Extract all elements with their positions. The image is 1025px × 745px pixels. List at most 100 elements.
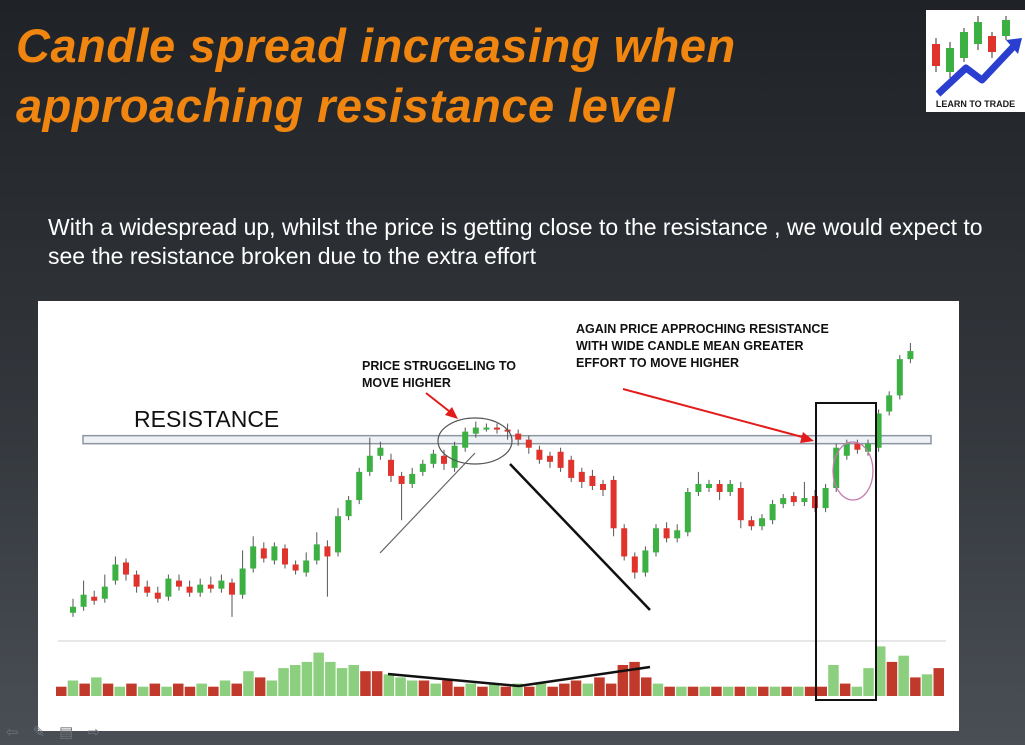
volume-bar	[254, 677, 266, 696]
logo-label: LEARN TO TRADE	[935, 99, 1016, 109]
volume-bar	[734, 686, 746, 696]
candle-body	[801, 498, 808, 503]
candle-body	[631, 556, 638, 573]
volume-bar	[594, 677, 605, 696]
volume-rising-line	[518, 665, 651, 688]
volume-bar	[231, 683, 242, 696]
volume-bar	[91, 677, 102, 696]
volume-bar	[418, 680, 430, 696]
volume-bar	[910, 677, 921, 696]
candle-body	[780, 498, 787, 505]
back-arrow-icon[interactable]: ⇦	[6, 724, 19, 741]
volume-bar	[863, 668, 874, 696]
volume-bar	[243, 671, 254, 696]
volume-bar	[629, 661, 640, 696]
candle-body	[388, 459, 394, 476]
candle-body	[292, 564, 299, 571]
candle-body	[854, 443, 861, 450]
volume-bar	[816, 686, 827, 696]
candle-body	[165, 578, 172, 597]
volume-bar	[301, 661, 313, 696]
candle-body	[313, 544, 320, 561]
volume-bar	[582, 683, 593, 696]
menu-icon[interactable]: ▤	[59, 724, 74, 741]
volume-bar	[266, 680, 278, 696]
rising-trend-line	[379, 452, 476, 554]
candle-body	[610, 479, 617, 529]
volume-bar	[56, 686, 67, 696]
candle-body	[684, 492, 691, 533]
candle-body	[186, 586, 193, 593]
volume-bar	[313, 652, 324, 696]
volume-bar	[793, 686, 804, 696]
candle-body	[80, 594, 87, 607]
candle-body	[536, 449, 543, 460]
candle-body	[218, 580, 225, 589]
volume-bar	[652, 683, 664, 696]
volume-bar	[161, 686, 172, 696]
volume-bar	[371, 671, 383, 696]
candle-body	[907, 351, 914, 360]
volume-bar	[839, 683, 851, 696]
candle-body	[737, 487, 744, 521]
candle-body	[547, 455, 553, 462]
candle-body	[154, 592, 161, 599]
volume-bar	[722, 686, 734, 696]
candle-body	[324, 546, 331, 557]
arrow-2-head	[800, 432, 814, 443]
volume-bar	[336, 668, 348, 696]
candle-body	[451, 445, 458, 468]
volume-bar	[430, 683, 441, 696]
struggle-ellipse	[437, 417, 513, 465]
volume-bar	[348, 665, 359, 696]
volume-bar	[781, 686, 792, 696]
candle-body	[197, 584, 204, 593]
arrow-1-head	[445, 407, 458, 419]
candle-body	[875, 413, 882, 448]
volume-bar	[278, 668, 289, 696]
falling-trend-line	[509, 463, 651, 611]
volume-bar	[851, 686, 863, 696]
candle-body	[642, 550, 649, 573]
candle-body	[91, 596, 98, 601]
candle-body	[207, 584, 214, 589]
volume-bar	[126, 683, 137, 696]
candle-body	[112, 564, 119, 581]
volume-bar	[898, 655, 909, 696]
volume-bar	[137, 686, 149, 696]
candle-body	[229, 582, 235, 595]
volume-bar	[149, 683, 161, 696]
volume-bar	[769, 686, 781, 696]
candlestick-chart: RESISTANCE PRICE STRUGGELING TO MOVE HIG…	[38, 301, 959, 731]
candle-body	[419, 463, 426, 472]
candlestick-arrow-logo-icon	[932, 16, 1022, 97]
pen-icon[interactable]: ✎	[32, 724, 46, 741]
forward-arrow-icon[interactable]: ⇨	[87, 724, 100, 741]
breakout-circle	[832, 441, 874, 501]
candle-body	[790, 496, 797, 503]
volume-bar	[290, 665, 301, 696]
candle-body	[462, 431, 469, 448]
candle-body	[695, 483, 702, 493]
volume-bar	[383, 674, 395, 696]
candle-body	[716, 483, 723, 493]
volume-bar	[617, 665, 629, 696]
volume-bar	[512, 683, 523, 696]
candle-body	[441, 455, 447, 464]
volume-bar	[699, 686, 710, 696]
candle-body	[653, 528, 659, 553]
slide-title: Candle spread increasing when approachin…	[16, 19, 736, 132]
volume-bar	[173, 683, 184, 696]
candle-body	[409, 473, 416, 484]
volume-bar	[325, 661, 336, 696]
candle-body	[366, 455, 373, 472]
volume-bar	[758, 686, 769, 696]
volume-bar	[488, 683, 500, 696]
volume-bar	[687, 686, 699, 696]
candle-body	[271, 546, 278, 561]
volume-bar	[360, 671, 371, 696]
candle-body	[674, 530, 681, 539]
resistance-line	[82, 434, 932, 445]
learn-to-trade-logo: LEARN TO TRADE	[926, 10, 1025, 112]
candle-body	[176, 580, 182, 587]
